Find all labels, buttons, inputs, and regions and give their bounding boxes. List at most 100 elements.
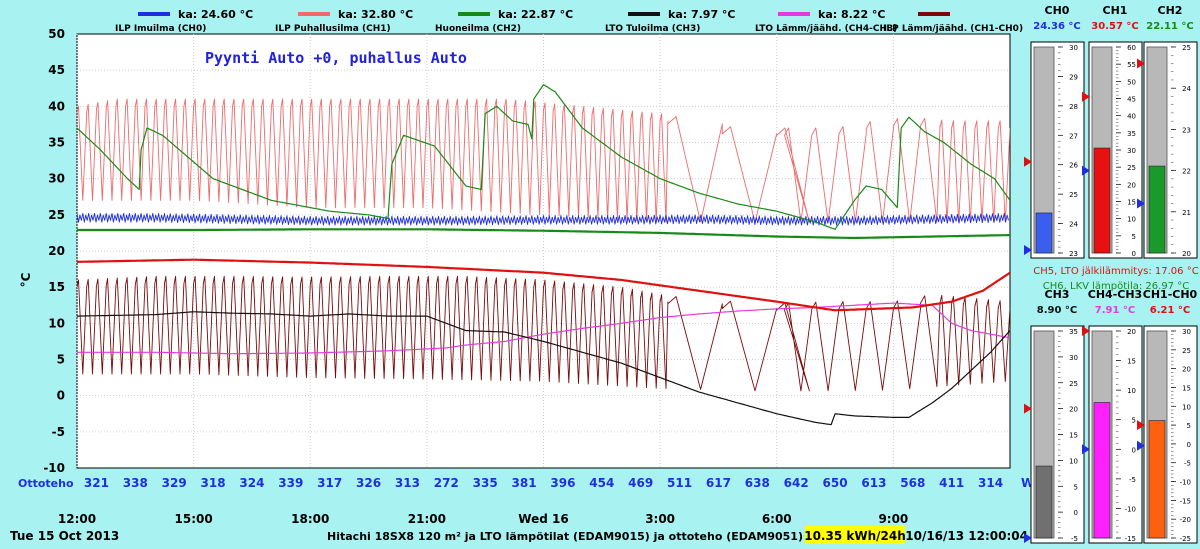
- footer-caption: Hitachi 18SX8 120 m² ja LTO lämpötilat (…: [327, 530, 803, 543]
- legend-average: ka: 22.87 °C: [498, 8, 573, 21]
- gauge-max-marker: [1137, 420, 1145, 431]
- ottoteho-label: Ottoteho: [18, 477, 74, 490]
- gauge-tick-label: 25: [1182, 347, 1191, 355]
- gauge-tick-label: -10: [1125, 505, 1136, 513]
- gauge-tick-label: 0: [1132, 446, 1136, 454]
- gauge-title: CH1-CH0: [1143, 288, 1198, 301]
- gauge-tick-label: -5: [1071, 535, 1078, 543]
- gauge-fill: [1035, 465, 1053, 539]
- gauge-ch4-ch3: CH4-CH3 7.91 °C 20 15 10 5 0 -5 -10 -15: [1082, 288, 1143, 544]
- ottoteho-value: 650: [823, 476, 848, 490]
- gauge-fill: [1148, 165, 1166, 254]
- ottoteho-value: 411: [939, 476, 964, 490]
- gauge-tick-label: 30: [1069, 44, 1078, 52]
- gauge-tick-label: -25: [1180, 535, 1191, 543]
- legend-name: LTO Tuloilma (CH3): [605, 24, 700, 34]
- gauge-value: 7.91 °C: [1095, 305, 1136, 316]
- gauge-title: CH1: [1103, 4, 1128, 17]
- legend-name: ILP Puhallusilma (CH1): [275, 24, 391, 34]
- legend-average: ka: 24.60 °C: [178, 8, 253, 21]
- ottoteho-value: 313: [395, 476, 420, 490]
- ottoteho-value: 454: [589, 476, 614, 490]
- gauge-tick-label: 20: [1127, 328, 1136, 336]
- ottoteho-value: 613: [861, 476, 886, 490]
- series-line-ch0: [77, 212, 1009, 226]
- x-tick-label: 18:00: [291, 512, 329, 526]
- gauge-value: 30.57 °C: [1091, 21, 1138, 32]
- gauge-title: CH4-CH3: [1088, 288, 1142, 301]
- gauge-tick-label: 22: [1182, 168, 1191, 176]
- ottoteho-value: 338: [123, 476, 148, 490]
- gauge-tick-label: 10: [1069, 457, 1078, 465]
- series-line-ch6: [77, 228, 1010, 240]
- gauge-tick-label: 5: [1074, 483, 1078, 491]
- gauge-value: 22.11 °C: [1146, 21, 1193, 32]
- energy-value: 10.35 kWh/24h: [804, 529, 906, 543]
- ottoteho-value: 335: [473, 476, 498, 490]
- y-tick-label: 20: [48, 244, 65, 258]
- gauge-tick-label: 25: [1069, 380, 1078, 388]
- series-line-ch3: [77, 311, 1010, 426]
- gauge-ch2: CH2 22.11 °C 25 24 23 22 21 20: [1137, 4, 1198, 259]
- ottoteho-value: 314: [978, 476, 1003, 490]
- gauge-tick-label: 50: [1127, 78, 1136, 86]
- gauge-tick-label: 30: [1182, 328, 1191, 336]
- gauge-fill: [1035, 212, 1053, 254]
- gauge-ch1-ch0: CH1-CH0 6.21 °C 30 25 20 15 10 5 0 -5 -10 -15 -20 -25: [1137, 288, 1198, 544]
- gauge-tick-label: 29: [1069, 73, 1078, 81]
- legend-average: ka: 7.97 °C: [668, 8, 736, 21]
- gauge-tick-label: 0: [1074, 509, 1078, 517]
- legend-average: ka: 32.80 °C: [338, 8, 413, 21]
- y-tick-label: 50: [48, 27, 65, 41]
- gauge-max-marker: [1137, 58, 1145, 69]
- chart-annotation: Pyynti Auto +0, puhallus Auto: [205, 49, 467, 67]
- y-tick-label: -10: [43, 461, 65, 475]
- gauge-tick-label: 15: [1127, 358, 1136, 366]
- x-tick-label: 21:00: [408, 512, 446, 526]
- gauge-title: CH2: [1158, 4, 1183, 17]
- y-axis-label: °C: [19, 272, 33, 287]
- gauge-tick-label: 15: [1182, 384, 1191, 392]
- gauge-tick-label: 20: [1069, 406, 1078, 414]
- ottoteho-value: 617: [706, 476, 731, 490]
- gauge-tick-label: 26: [1069, 162, 1078, 170]
- legend-name: LTO Lämm/jäähd. (CH4-CH3): [755, 24, 897, 34]
- gauge-tick-label: -5: [1184, 460, 1191, 468]
- gauge-ch0: CH0 24.36 °C 30 29 28 27 26 25 24 23: [1024, 4, 1085, 259]
- ottoteho-value: 321: [84, 476, 109, 490]
- gauge-tick-label: 60: [1127, 44, 1136, 52]
- gauge-tick-label: 10: [1127, 216, 1136, 224]
- ottoteho-value: 396: [550, 476, 575, 490]
- x-tick-label: Wed 16: [518, 512, 568, 526]
- gauge-tick-label: 5: [1187, 422, 1191, 430]
- x-tick-label: 6:00: [762, 512, 792, 526]
- gauge-tick-label: 5: [1132, 417, 1136, 425]
- gauge-min-marker: [1137, 198, 1145, 209]
- y-tick-label: 45: [48, 63, 65, 77]
- gauge-tick-label: 28: [1069, 103, 1078, 111]
- series-line-ch2: [77, 84, 1010, 230]
- gauge-min-marker: [1024, 245, 1032, 256]
- gauge-tick-label: -20: [1180, 516, 1191, 524]
- gauge-tick-label: 23: [1069, 250, 1078, 258]
- gauge-tick-label: 30: [1127, 147, 1136, 155]
- y-tick-label: 40: [48, 99, 65, 113]
- ottoteho-value: 339: [278, 476, 303, 490]
- ottoteho-value: 318: [201, 476, 226, 490]
- gauge-tick-label: 25: [1182, 44, 1191, 52]
- x-tick-label: 9:00: [878, 512, 908, 526]
- legend-name: Huoneilma (CH2): [435, 24, 521, 34]
- gauge-tick-label: -15: [1180, 497, 1191, 505]
- gauge-tick-label: 35: [1127, 130, 1136, 138]
- y-tick-label: 25: [48, 208, 65, 222]
- gauge-value: 8.90 °C: [1037, 305, 1078, 316]
- gauge-tick-label: 27: [1069, 132, 1078, 140]
- gauge-tick-label: 10: [1182, 403, 1191, 411]
- gauge-tick-label: 15: [1069, 432, 1078, 440]
- x-tick-label: 15:00: [175, 512, 213, 526]
- y-tick-label: 30: [48, 172, 65, 186]
- gauge-ch3: CH3 8.90 °C 35 30 25 20 15 10 5 0 -5: [1024, 288, 1085, 544]
- ottoteho-value: 638: [745, 476, 770, 490]
- gauge-max-marker: [1024, 403, 1032, 414]
- gauge-max-marker: [1082, 91, 1090, 102]
